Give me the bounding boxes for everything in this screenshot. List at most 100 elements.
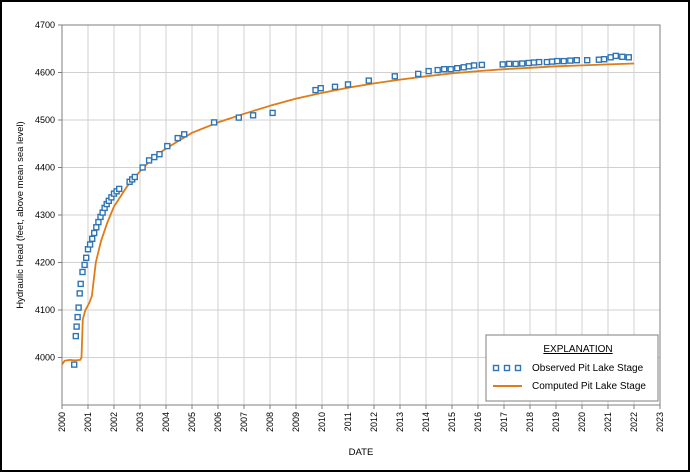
observed-point: [365, 77, 372, 84]
y-tick-label: 4400: [35, 163, 55, 173]
x-tick-label: 2022: [629, 412, 639, 432]
observed-point: [317, 84, 324, 92]
observed-point: [499, 61, 506, 68]
x-tick-label: 2006: [213, 412, 223, 432]
observed-point: [543, 58, 551, 66]
legend-box: [485, 334, 659, 402]
observed-point: [88, 235, 96, 243]
observed-point: [441, 65, 448, 73]
observed-point: [312, 86, 319, 94]
x-tick-label: 2002: [109, 412, 119, 432]
y-tick-label: 4000: [35, 353, 55, 363]
observed-point: [625, 54, 632, 61]
x-tick-label: 2011: [343, 412, 353, 431]
observed-point: [506, 60, 513, 68]
y-tick-label: 4300: [35, 210, 55, 220]
x-tick-label: 2014: [421, 412, 431, 432]
x-tick-label: 2005: [187, 412, 197, 432]
observed-point: [512, 60, 519, 68]
x-tick-label: 2007: [239, 412, 249, 432]
observed-point: [612, 52, 619, 60]
legend-observed-square: [503, 364, 511, 372]
observed-point: [95, 218, 102, 226]
observed-point: [525, 59, 532, 67]
observed-point: [235, 114, 243, 121]
x-axis-title: DATE: [349, 447, 374, 458]
observed-point: [86, 241, 94, 248]
x-tick-label: 2008: [265, 412, 275, 432]
observed-point: [447, 65, 454, 73]
observed-point: [465, 63, 473, 70]
hydraulic-head-chart: 2000 2001 2002 2003 2004 2005 2006 2007 2008 2009…: [15, 20, 665, 458]
y-tick-label: 4500: [35, 115, 55, 125]
legend-title: EXPLANATION: [543, 344, 612, 355]
observed-point: [573, 57, 580, 64]
observed-point: [72, 332, 80, 340]
observed-point: [75, 304, 82, 311]
legend-computed-label: Computed Pit Lake Stage: [532, 381, 646, 392]
observed-point: [391, 73, 398, 80]
observed-point: [600, 56, 608, 63]
observed-series: [70, 52, 632, 368]
observed-point: [82, 254, 90, 262]
observed-point: [460, 64, 467, 71]
y-axis-title: Hydraulic Head (feet, above mean sea lev…: [15, 121, 26, 308]
x-tick-label: 2017: [499, 412, 509, 432]
observed-point: [79, 268, 86, 276]
observed-point: [454, 65, 461, 72]
observed-point: [425, 67, 432, 75]
observed-point: [164, 142, 171, 150]
x-axis-ticks: 2000 2001 2002 2003 2004 2005 2006 2007 2008 2009…: [57, 405, 665, 432]
observed-point: [74, 313, 81, 321]
observed-point: [93, 224, 100, 231]
y-tick-label: 4700: [35, 20, 55, 30]
observed-point: [595, 56, 603, 63]
x-tick-label: 2010: [317, 412, 327, 432]
observed-point: [567, 57, 574, 64]
observed-point: [151, 153, 158, 161]
legend-observed-marker: [492, 364, 522, 372]
observed-point: [73, 323, 80, 330]
observed-point: [90, 229, 98, 237]
observed-point: [131, 173, 139, 181]
legend-observed-square: [492, 364, 500, 372]
x-tick-label: 2016: [473, 412, 483, 432]
x-tick-label: 2003: [135, 412, 145, 432]
observed-point: [519, 60, 526, 67]
y-tick-label: 4600: [35, 68, 55, 78]
x-tick-label: 2019: [551, 412, 561, 432]
observed-point: [530, 59, 538, 66]
observed-point: [81, 261, 88, 269]
observed-point: [269, 109, 276, 117]
y-axis-ticks: 4000 4100 4200 4300 4400 4500 4600 4700: [35, 20, 62, 363]
observed-point: [560, 57, 567, 65]
x-tick-label: 2023: [655, 412, 665, 432]
legend: EXPLANATION Observed Pit Lake Stage Comp…: [485, 334, 659, 402]
x-tick-label: 2020: [577, 412, 587, 432]
observed-point: [70, 361, 78, 368]
observed-point: [77, 280, 84, 288]
observed-point: [434, 66, 441, 74]
observed-point: [115, 185, 123, 193]
x-tick-label: 2018: [525, 412, 535, 432]
observed-point: [470, 62, 478, 69]
observed-point: [554, 57, 561, 65]
observed-point: [139, 164, 146, 171]
legend-observed-square: [514, 364, 522, 372]
observed-point: [174, 134, 181, 142]
x-tick-label: 2015: [447, 412, 457, 432]
observed-point: [548, 58, 556, 65]
observed-point: [76, 290, 83, 297]
x-tick-label: 2013: [395, 412, 405, 432]
observed-point: [180, 131, 188, 138]
observed-point: [344, 81, 352, 88]
observed-point: [607, 54, 614, 61]
observed-point: [619, 53, 626, 60]
observed-point: [331, 83, 339, 91]
observed-point: [478, 61, 486, 69]
observed-point: [584, 57, 591, 64]
x-tick-label: 2001: [83, 412, 93, 432]
y-tick-label: 4100: [35, 305, 55, 315]
observed-point: [415, 70, 422, 78]
